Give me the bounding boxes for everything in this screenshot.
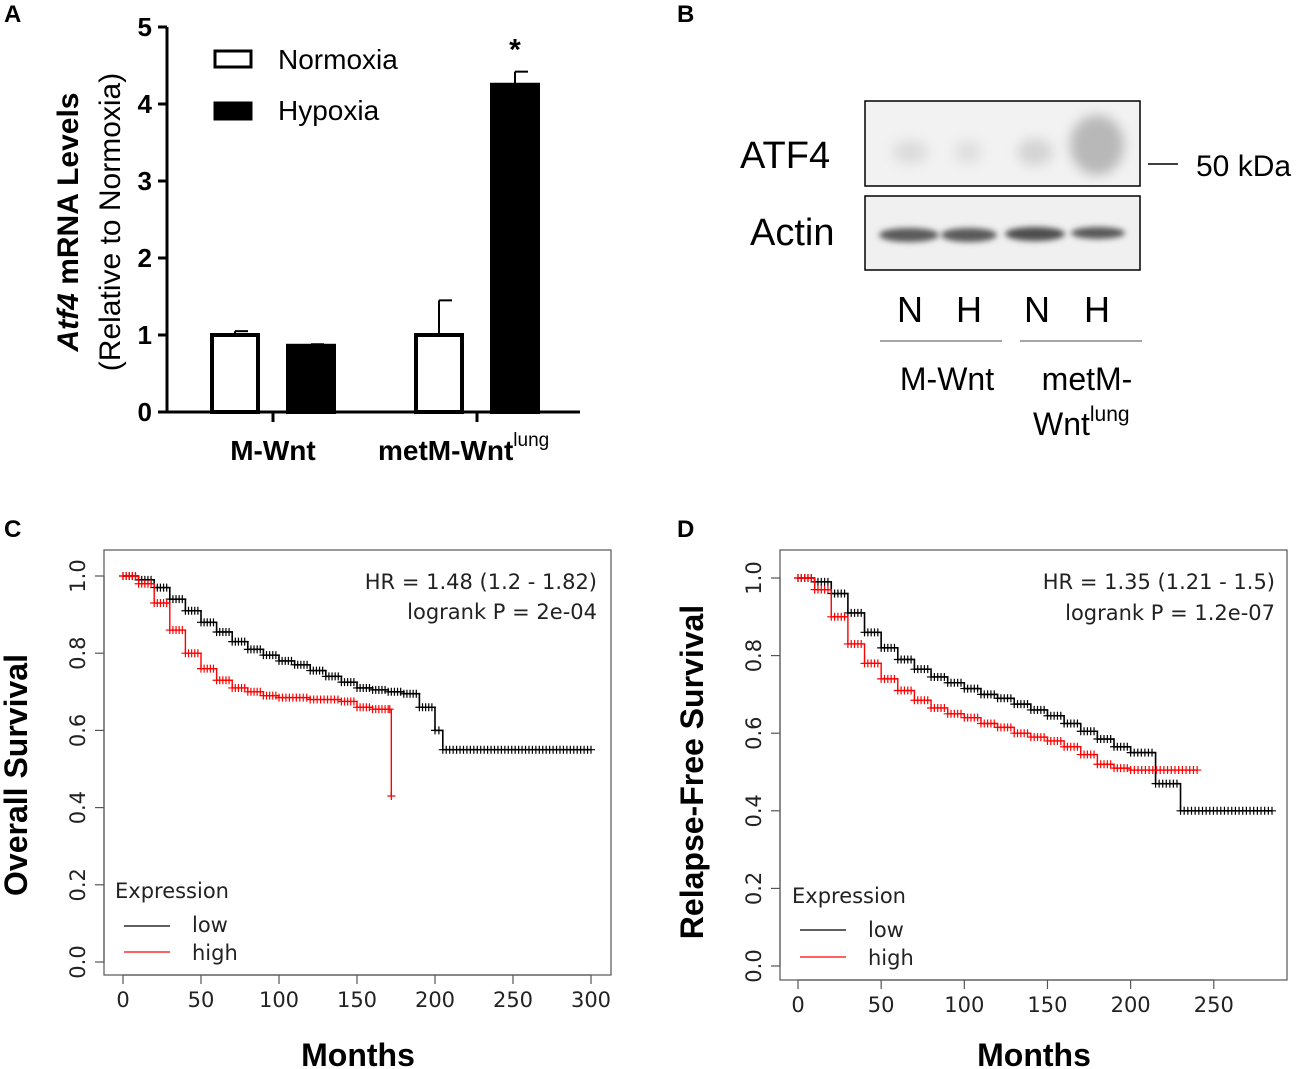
y-axis-label: Overall Survival bbox=[0, 654, 34, 896]
legend-label-low: low bbox=[868, 918, 904, 942]
blot-group-label-2-main: Wnt bbox=[1033, 406, 1090, 442]
legend-title: Expression bbox=[115, 879, 229, 903]
x-tick-label: 250 bbox=[493, 988, 533, 1012]
y-axis-sublabel: (Relative to Normoxia) bbox=[94, 73, 127, 371]
legend-label-low: low bbox=[192, 913, 228, 937]
legend-swatch-normoxia bbox=[213, 49, 253, 69]
plot-axes: 0 50 100 150 200 250 300 0.0 0.2 0.4 0.6 0.8 1.0 bbox=[66, 559, 611, 1012]
y-tick-label: 0.4 bbox=[66, 791, 90, 824]
blot-marker-label: 50 kDa bbox=[1196, 150, 1291, 183]
y-axis-label-italic: Atf4 bbox=[52, 293, 85, 353]
y-tick-label: 2 bbox=[138, 243, 152, 273]
censor-marks-high bbox=[794, 574, 1202, 775]
x-tick-label: 100 bbox=[944, 993, 984, 1017]
blot-actin-band-3 bbox=[1005, 227, 1065, 241]
blot-row-label-atf4: ATF4 bbox=[740, 135, 830, 177]
y-tick-label: 3 bbox=[138, 166, 152, 196]
plot-curves bbox=[794, 574, 1276, 815]
category-label-metm-wnt-main: metM-Wnt bbox=[378, 435, 513, 466]
bar-hypoxia bbox=[490, 82, 540, 414]
plot-curves bbox=[119, 572, 595, 801]
y-tick-label: 0.8 bbox=[742, 639, 766, 672]
y-tick-label: 0.6 bbox=[742, 716, 766, 749]
x-tick-label: 100 bbox=[259, 988, 299, 1012]
legend-label-hypoxia: Hypoxia bbox=[278, 95, 380, 126]
category-label-m-wnt: M-Wnt bbox=[230, 435, 316, 466]
panel-label-c: C bbox=[4, 516, 21, 543]
y-tick-label: 1 bbox=[138, 320, 152, 350]
blot-group-label-2-line2: Wntlung bbox=[1033, 403, 1130, 442]
x-tick-label: 250 bbox=[1194, 993, 1234, 1017]
x-tick-label: 50 bbox=[868, 993, 895, 1017]
blot-actin-band-4 bbox=[1071, 227, 1125, 239]
bar-normoxia bbox=[414, 333, 464, 414]
blot-atf4-band-4 bbox=[1070, 115, 1124, 175]
y-tick-label: 0.0 bbox=[66, 945, 90, 978]
legend-label-high: high bbox=[868, 946, 914, 970]
bar-hypoxia bbox=[286, 343, 336, 414]
y-tick-label: 1.0 bbox=[742, 561, 766, 594]
x-axis-label: Months bbox=[301, 1037, 415, 1069]
x-tick-label: 200 bbox=[1111, 993, 1151, 1017]
x-tick-label: 200 bbox=[415, 988, 455, 1012]
y-axis-label: Relapse-Free Survival bbox=[674, 605, 710, 939]
x-tick-label: 150 bbox=[1027, 993, 1067, 1017]
y-tick-label: 0.2 bbox=[742, 872, 766, 905]
category-label-metm-wnt: metM-Wntlung bbox=[378, 430, 549, 466]
blot-actin-band-1 bbox=[879, 228, 939, 242]
blot-row-label-actin: Actin bbox=[750, 212, 834, 254]
blot-group-label-1: M-Wnt bbox=[900, 361, 994, 397]
x-axis-label: Months bbox=[977, 1037, 1091, 1069]
significance-asterisk: * bbox=[509, 34, 521, 67]
bar-normoxia bbox=[210, 333, 260, 414]
y-tick-label: 0.0 bbox=[742, 949, 766, 982]
blot-lane-label-2: H bbox=[956, 289, 982, 330]
legend-label-normoxia: Normoxia bbox=[278, 44, 398, 75]
y-tick-label: 1.0 bbox=[66, 559, 90, 592]
y-tick-label: 0.6 bbox=[66, 714, 90, 747]
legend-label-high: high bbox=[192, 941, 238, 965]
blot-actin-band-2 bbox=[941, 228, 997, 242]
x-tick-label: 0 bbox=[791, 993, 804, 1017]
blot-group-label-2: metM- bbox=[1042, 361, 1133, 397]
blot-atf4-band-2 bbox=[954, 140, 982, 164]
logrank-p-text: logrank P = 2e-04 bbox=[407, 600, 597, 624]
y-tick-label: 0 bbox=[138, 397, 152, 427]
y-axis-label: Atf4 mRNA Levels bbox=[52, 93, 85, 353]
x-tick-label: 150 bbox=[337, 988, 377, 1012]
x-tick-label: 50 bbox=[188, 988, 215, 1012]
bar-chart-panel: Atf4 mRNA Levels (Relative to Normoxia) … bbox=[52, 12, 580, 466]
bar-chart-bars: * bbox=[210, 34, 540, 414]
censor-marks-high bbox=[119, 572, 396, 801]
panel-label-b: B bbox=[677, 1, 694, 28]
hazard-ratio-text: HR = 1.48 (1.2 - 1.82) bbox=[365, 570, 597, 594]
y-tick-label: 0.8 bbox=[66, 636, 90, 669]
blot-atf4-band-1 bbox=[892, 140, 928, 164]
y-tick-label: 5 bbox=[138, 12, 152, 42]
blot-lane-label-1: N bbox=[897, 289, 923, 330]
y-axis-label-rest: mRNA Levels bbox=[52, 93, 85, 294]
blot-atf4-band-3 bbox=[1017, 138, 1053, 166]
legend-title: Expression bbox=[792, 884, 906, 908]
western-blot-panel: ATF4 Actin 50 kDa N H N H M-Wnt metM- Wn… bbox=[740, 100, 1291, 442]
blot-lane-label-4: H bbox=[1084, 289, 1110, 330]
y-tick-label: 4 bbox=[138, 89, 153, 119]
blot-lane-label-3: N bbox=[1024, 289, 1050, 330]
panel-label-a: A bbox=[4, 1, 21, 28]
x-tick-label: 0 bbox=[116, 988, 129, 1012]
plot-axes: 0 50 100 150 200 250 0.0 0.2 0.4 0.6 0.8 1.0 bbox=[742, 561, 1234, 1017]
panel-label-d: D bbox=[677, 516, 694, 543]
legend-swatch-hypoxia bbox=[213, 101, 253, 121]
category-label-superscript: lung bbox=[513, 430, 549, 451]
y-tick-label: 0.4 bbox=[742, 794, 766, 827]
blot-group-label-2-sup: lung bbox=[1090, 403, 1130, 426]
logrank-p-text: logrank P = 1.2e-07 bbox=[1065, 601, 1275, 625]
hazard-ratio-text: HR = 1.35 (1.21 - 1.5) bbox=[1043, 570, 1275, 594]
x-tick-label: 300 bbox=[571, 988, 611, 1012]
survival-plot-overall: 0 50 100 150 200 250 300 0.0 0.2 0.4 0.6 0.8 1.0 HR … bbox=[0, 549, 612, 1069]
survival-plot-relapse-free: 0 50 100 150 200 250 0.0 0.2 0.4 0.6 0.8 1.0 HR = 1… bbox=[674, 549, 1288, 1069]
y-tick-label: 0.2 bbox=[66, 868, 90, 901]
